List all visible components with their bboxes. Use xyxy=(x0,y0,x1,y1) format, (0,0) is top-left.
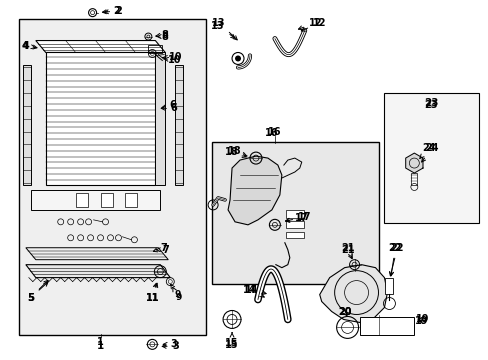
Circle shape xyxy=(235,55,241,62)
Text: 10: 10 xyxy=(164,55,181,66)
Text: 9: 9 xyxy=(170,284,180,299)
Text: 21: 21 xyxy=(340,245,354,259)
Polygon shape xyxy=(46,53,155,185)
Text: 14: 14 xyxy=(244,284,264,297)
Polygon shape xyxy=(26,265,170,278)
Text: 4: 4 xyxy=(21,41,37,50)
Polygon shape xyxy=(155,53,165,185)
Text: 20: 20 xyxy=(337,307,351,318)
Text: 16: 16 xyxy=(267,127,281,137)
Bar xyxy=(125,193,137,207)
Text: 17: 17 xyxy=(285,212,311,222)
Polygon shape xyxy=(319,265,386,323)
Text: 13: 13 xyxy=(211,21,234,38)
Text: 16: 16 xyxy=(264,128,278,138)
Text: 12: 12 xyxy=(301,18,326,31)
Text: 15: 15 xyxy=(225,333,238,348)
Text: 2: 2 xyxy=(102,6,120,15)
Bar xyxy=(285,210,303,218)
Bar xyxy=(285,232,303,238)
Text: 3: 3 xyxy=(163,339,176,349)
Text: 7: 7 xyxy=(156,245,168,255)
Text: 24: 24 xyxy=(419,143,435,158)
Text: 5: 5 xyxy=(27,280,48,302)
Text: 6: 6 xyxy=(162,100,175,110)
Text: 18: 18 xyxy=(225,147,246,157)
Text: 8: 8 xyxy=(156,32,168,41)
Bar xyxy=(285,221,303,228)
Text: 20: 20 xyxy=(337,307,351,318)
Polygon shape xyxy=(26,248,168,260)
Text: 21: 21 xyxy=(340,243,354,258)
Text: 1: 1 xyxy=(97,337,104,347)
Bar xyxy=(384,93,478,223)
Text: 13: 13 xyxy=(212,18,237,40)
Bar xyxy=(212,142,379,284)
Text: 6: 6 xyxy=(161,103,176,113)
Text: 4: 4 xyxy=(22,41,35,50)
Text: 3: 3 xyxy=(162,341,178,351)
Polygon shape xyxy=(36,41,165,53)
Polygon shape xyxy=(227,156,281,225)
Text: 11: 11 xyxy=(145,283,159,302)
Polygon shape xyxy=(405,153,422,173)
Text: 22: 22 xyxy=(388,243,403,276)
Bar xyxy=(359,318,413,336)
Text: 11: 11 xyxy=(145,283,159,302)
Text: 24: 24 xyxy=(421,143,438,162)
Bar xyxy=(76,193,87,207)
Text: 9: 9 xyxy=(172,287,181,302)
Text: 22: 22 xyxy=(388,243,401,276)
Text: 2: 2 xyxy=(104,6,122,15)
Text: 7: 7 xyxy=(153,243,166,253)
Text: 8: 8 xyxy=(156,30,168,40)
Bar xyxy=(23,66,31,185)
Text: 23: 23 xyxy=(423,98,438,108)
Text: 5: 5 xyxy=(27,282,48,302)
Bar xyxy=(410,173,416,185)
Text: 1: 1 xyxy=(97,341,104,351)
Text: 14: 14 xyxy=(243,284,265,294)
Text: 12: 12 xyxy=(298,18,322,30)
Bar xyxy=(385,278,393,293)
Polygon shape xyxy=(31,190,160,210)
Bar xyxy=(19,19,206,336)
Bar xyxy=(148,45,162,54)
Text: 17: 17 xyxy=(285,213,308,223)
Text: 18: 18 xyxy=(228,146,247,156)
Bar xyxy=(175,66,183,185)
Text: 15: 15 xyxy=(225,340,238,350)
Text: 19: 19 xyxy=(415,314,428,324)
Text: 19: 19 xyxy=(414,316,427,327)
Bar xyxy=(101,193,112,207)
Text: 10: 10 xyxy=(163,53,182,63)
Text: 23: 23 xyxy=(424,100,437,110)
